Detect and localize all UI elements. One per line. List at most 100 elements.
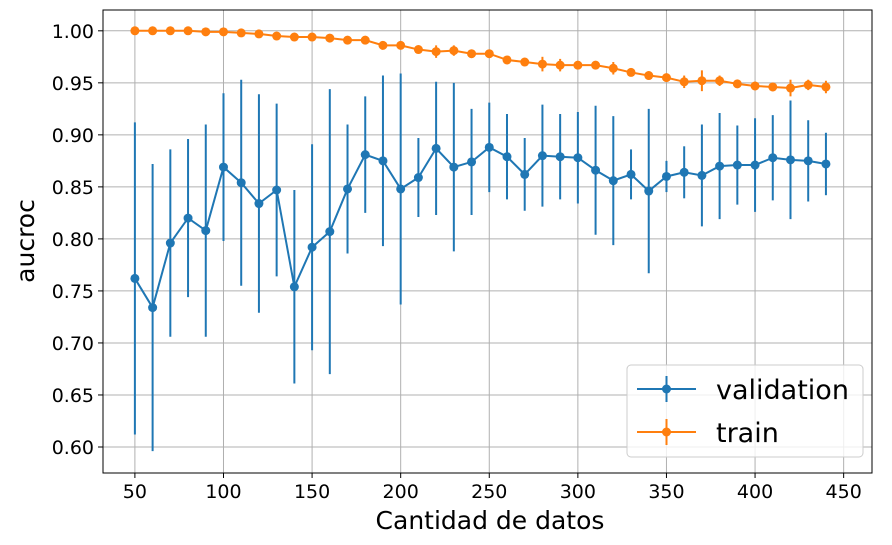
- y-tick-label: 0.90: [52, 125, 94, 147]
- legend-train-label: train: [716, 418, 779, 449]
- x-tick-label: 300: [560, 481, 596, 503]
- validation-point: [715, 161, 725, 171]
- validation-point: [608, 176, 618, 186]
- validation-point: [591, 165, 601, 175]
- train-point: [768, 82, 778, 92]
- train-point: [325, 33, 335, 43]
- validation-point: [644, 186, 654, 196]
- train-point: [715, 76, 725, 86]
- x-tick-label: 250: [471, 481, 507, 503]
- validation-point: [148, 303, 158, 313]
- train-point: [413, 45, 423, 55]
- train-point: [343, 35, 353, 45]
- train-point: [272, 31, 282, 41]
- series-train: [130, 26, 831, 97]
- validation-point: [732, 160, 742, 170]
- train-point: [555, 60, 565, 70]
- validation-point: [396, 184, 406, 194]
- validation-point: [218, 162, 228, 172]
- y-tick-label: 0.60: [52, 437, 94, 459]
- validation-point: [165, 238, 175, 248]
- validation-point: [661, 171, 671, 181]
- y-tick-label: 0.75: [52, 281, 94, 303]
- y-tick-label: 0.65: [52, 385, 94, 407]
- x-tick-label: 150: [294, 481, 330, 503]
- train-point: [360, 35, 370, 45]
- y-tick-label: 0.80: [52, 229, 94, 251]
- train-point: [785, 83, 795, 93]
- validation-point: [307, 242, 317, 252]
- validation-point: [697, 170, 707, 180]
- train-point: [289, 32, 299, 42]
- validation-point: [449, 162, 459, 172]
- validation-point: [254, 199, 264, 209]
- x-tick-label: 100: [205, 481, 241, 503]
- train-line: [134, 29, 827, 90]
- validation-point: [431, 143, 441, 153]
- validation-point: [289, 282, 299, 292]
- train-point: [467, 49, 477, 59]
- train-point: [307, 32, 317, 42]
- validation-point: [130, 273, 140, 283]
- validation-point: [573, 153, 583, 163]
- train-point: [520, 57, 530, 67]
- validation-point: [201, 226, 211, 236]
- train-point: [732, 79, 742, 89]
- legend-train-marker: [662, 427, 671, 437]
- train-point: [396, 40, 406, 50]
- train-point: [644, 71, 654, 81]
- train-point: [148, 26, 158, 36]
- train-point: [750, 81, 760, 91]
- series-validation: [130, 73, 831, 452]
- train-point: [218, 27, 228, 37]
- train-point: [679, 77, 689, 87]
- validation-point: [626, 169, 636, 179]
- validation-point: [325, 227, 335, 237]
- train-point: [626, 67, 636, 77]
- train-point: [821, 82, 831, 92]
- train-point: [236, 28, 246, 38]
- validation-point: [413, 173, 423, 183]
- y-axis-label: aucroc: [11, 199, 40, 283]
- validation-line: [134, 146, 827, 311]
- x-tick-label: 450: [826, 481, 862, 503]
- validation-point: [520, 169, 530, 179]
- train-point: [484, 49, 494, 59]
- train-point: [378, 40, 388, 50]
- y-tick-label: 0.95: [52, 73, 94, 95]
- validation-point: [502, 152, 512, 162]
- train-point: [165, 26, 175, 36]
- train-point: [502, 55, 512, 65]
- train-point: [661, 73, 671, 83]
- validation-point: [378, 156, 388, 166]
- validation-point: [537, 151, 547, 161]
- validation-point: [360, 150, 370, 160]
- y-tick-label: 0.70: [52, 333, 94, 355]
- train-point: [183, 26, 193, 36]
- validation-point: [768, 153, 778, 163]
- train-point: [431, 47, 441, 57]
- y-tick-label: 0.85: [52, 177, 94, 199]
- validation-point: [803, 156, 813, 166]
- legend-validation-label: validation: [716, 375, 849, 406]
- validation-point: [484, 142, 494, 152]
- validation-point: [555, 152, 565, 162]
- train-point: [697, 76, 707, 86]
- train-point: [449, 46, 459, 56]
- train-point: [201, 27, 211, 37]
- validation-point: [750, 160, 760, 170]
- validation-point: [679, 167, 689, 177]
- ticks: 50 100 150 200 250 300 350 400 450 0.60 0.65 0.70 0.…: [52, 21, 862, 503]
- plot-frame: [102, 9, 873, 474]
- train-point: [130, 26, 140, 36]
- train-point: [608, 63, 618, 73]
- x-tick-label: 50: [123, 481, 147, 503]
- train-point: [537, 59, 547, 69]
- x-tick-label: 200: [383, 481, 419, 503]
- train-point: [254, 29, 264, 39]
- validation-point: [785, 155, 795, 165]
- series-layer: [130, 26, 831, 452]
- x-tick-label: 400: [737, 481, 773, 503]
- validation-point: [343, 184, 353, 194]
